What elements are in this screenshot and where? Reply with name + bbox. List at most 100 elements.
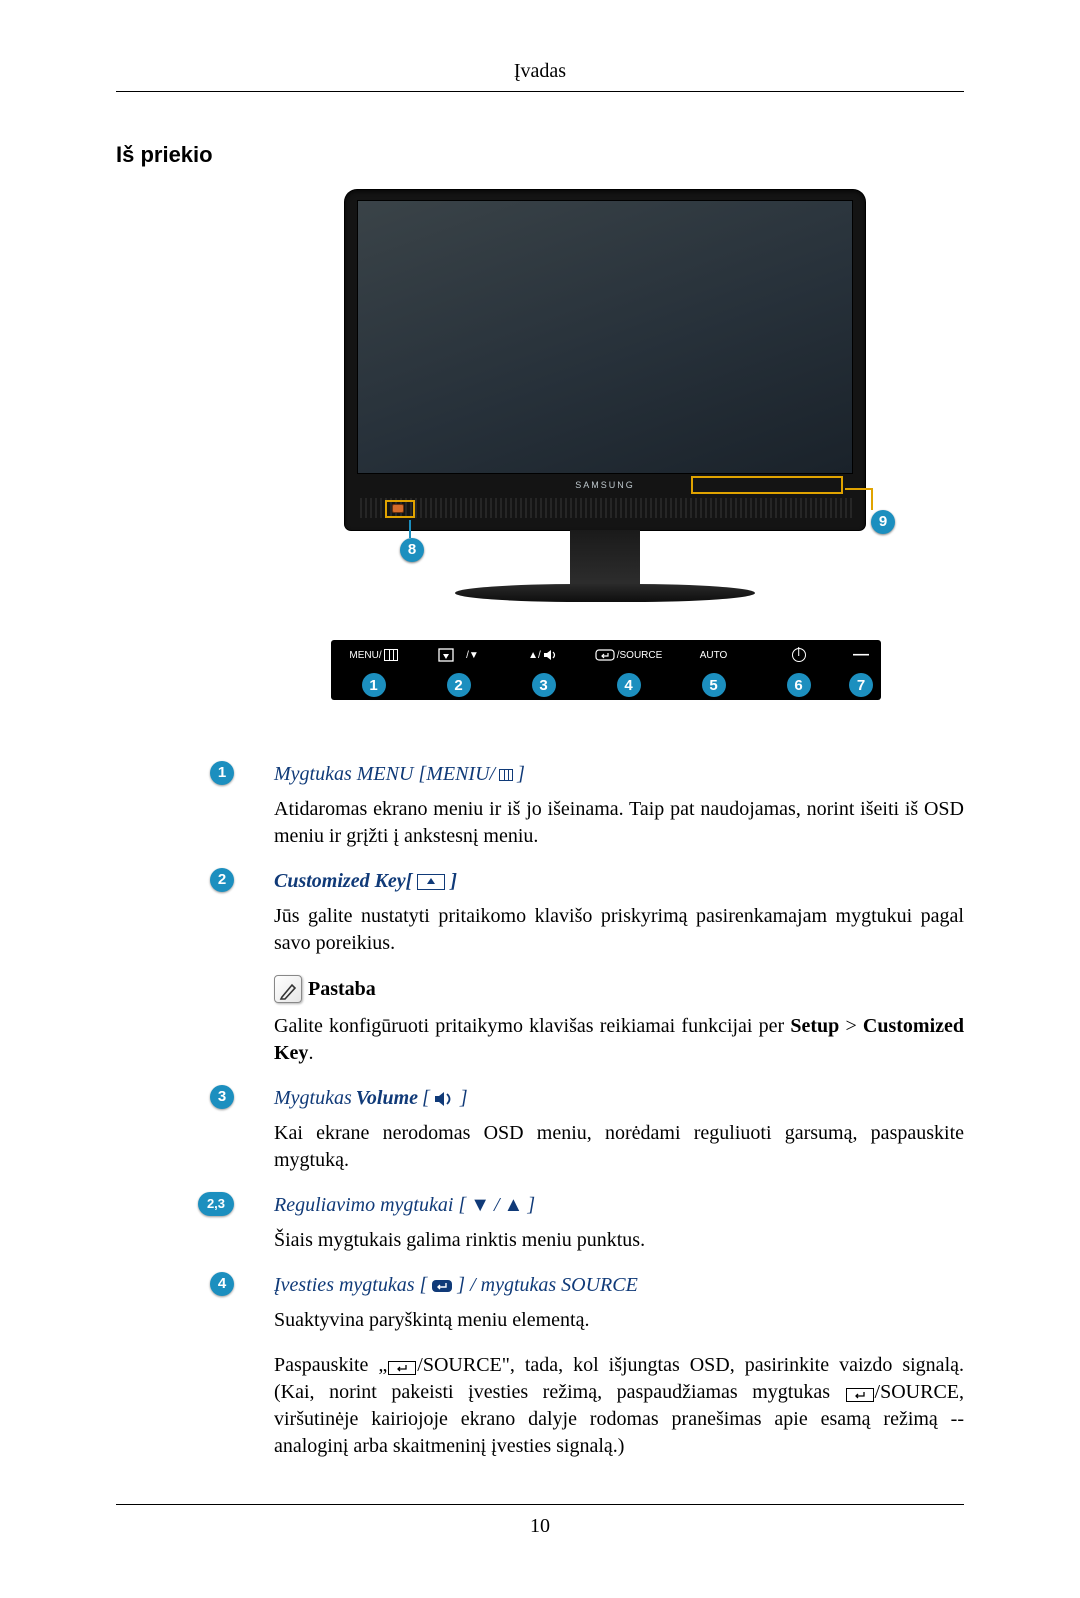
badge-7-text: 7 xyxy=(857,677,865,694)
monitor-screen xyxy=(357,200,853,474)
enter-key-icon xyxy=(846,1388,874,1402)
callout-9: 9 xyxy=(871,510,895,534)
note-body-post: . xyxy=(308,1042,313,1064)
custom-key-icon xyxy=(417,874,445,890)
item-23-body: Šiais mygtukais galima rinktis meniu pun… xyxy=(274,1227,964,1254)
item-4-title: Įvesties mygtukas [ ] / mygtukas SOURCE xyxy=(274,1272,964,1299)
enter-icon xyxy=(595,649,615,661)
legend-cell-7: — xyxy=(841,646,881,664)
item-3-title: Mygtukas Volume [ ] xyxy=(274,1085,964,1112)
item-2-note-body: Galite konfigūruoti pritaikymo klavišas … xyxy=(274,1013,964,1067)
leader-8 xyxy=(409,520,411,538)
item-3-title-mid: [ xyxy=(422,1085,430,1112)
monitor-brand: SAMSUNG xyxy=(575,480,635,490)
item-4: 4 Įvesties mygtukas [ ] / mygtukas SOURC… xyxy=(246,1272,964,1460)
item-2-title: Customized Key[ ] xyxy=(274,868,964,895)
callout-8: 8 xyxy=(400,538,424,562)
item-2: 2 Customized Key[ ] Jūs galite nustatyti… xyxy=(246,868,964,1067)
volume-icon xyxy=(543,648,559,662)
item-4-num: 4 xyxy=(210,1272,234,1296)
note-body-mid: > xyxy=(839,1015,863,1037)
legend-cell-5: AUTO xyxy=(671,650,756,661)
highlight-9 xyxy=(691,476,843,494)
item-1-title-pre: Mygtukas MENU [MENIU/ xyxy=(274,761,495,788)
page: Įvadas Iš priekio SAMSUNG 8 9 xyxy=(0,0,1080,1598)
item-3-title-bold: Volume xyxy=(356,1085,418,1112)
badge-6: 6 xyxy=(787,673,811,697)
item-1-title: Mygtukas MENU [MENIU/ ] xyxy=(274,761,964,788)
item-3-title-pre: Mygtukas xyxy=(274,1085,352,1112)
item-1-title-post: ] xyxy=(517,761,525,788)
item-23-title-post: ] xyxy=(527,1192,535,1219)
badge-2: 2 xyxy=(447,673,471,697)
item-4-body2-pre: Paspauskite „ xyxy=(274,1354,387,1376)
menu-glyph-icon xyxy=(384,649,398,661)
item-2-title-pre: Customized Key[ xyxy=(274,868,412,895)
item-2-num: 2 xyxy=(210,868,234,892)
callout-9-text: 9 xyxy=(879,513,887,530)
item-2-body: Jūs galite nustatyti pritaikomo klavišo … xyxy=(274,903,964,957)
item-3-body: Kai ekrane nerodomas OSD meniu, norėdami… xyxy=(274,1120,964,1174)
badge-4-text: 4 xyxy=(624,677,632,694)
legend-cell-1: MENU/ xyxy=(331,649,416,661)
leader-9a xyxy=(845,488,871,490)
item-2-title-post: ] xyxy=(450,868,457,895)
note-icon xyxy=(274,975,302,1003)
note-body-pre: Galite konfigūruoti pritaikymo klavišas … xyxy=(274,1015,790,1037)
badge-3: 3 xyxy=(532,673,556,697)
legend-cell-3: ▲/ xyxy=(501,648,586,662)
legend-cell-6 xyxy=(756,648,841,662)
item-1: 1 Mygtukas MENU [MENIU/ ] Atidaromas ekr… xyxy=(246,761,964,850)
callout-8-text: 8 xyxy=(408,541,416,558)
item-23-title-pre: Reguliavimo mygtukai [ xyxy=(274,1192,466,1219)
volume-icon xyxy=(434,1090,456,1108)
badge-7: 7 xyxy=(849,673,873,697)
item-23-title: Reguliavimo mygtukai [ ▼ / ▲ ] xyxy=(274,1192,964,1219)
monitor-grille xyxy=(357,498,853,518)
item-3-title-post: ] xyxy=(460,1085,468,1112)
item-23-num: 2,3 xyxy=(198,1192,234,1216)
item-4-body: Suaktyvina paryškintą meniu elementą. xyxy=(274,1307,964,1334)
badge-2-text: 2 xyxy=(454,677,462,694)
monitor-figure: SAMSUNG 8 9 MENU/ xyxy=(116,190,964,715)
menu-glyph-icon xyxy=(499,769,513,781)
badge-5: 5 xyxy=(702,673,726,697)
button-legend-strip: MENU/ /▼ ▲/ xyxy=(331,640,881,700)
badge-5-text: 5 xyxy=(709,677,717,694)
badge-1: 1 xyxy=(362,673,386,697)
enter-icon xyxy=(431,1279,453,1293)
monitor-neck xyxy=(570,530,640,588)
descriptions: 1 Mygtukas MENU [MENIU/ ] Atidaromas ekr… xyxy=(246,761,964,1460)
item-23: 2,3 Reguliavimo mygtukai [ ▼ / ▲ ] Šiais… xyxy=(246,1192,964,1254)
item-4-body2: Paspauskite „/SOURCE", tada, kol išjungt… xyxy=(274,1352,964,1460)
page-header: Įvadas xyxy=(116,60,964,92)
note-label: Pastaba xyxy=(308,976,376,1003)
legend-cell-4: /SOURCE xyxy=(586,649,671,661)
legend-label-4: /SOURCE xyxy=(617,650,663,661)
enter-key-icon xyxy=(388,1361,416,1375)
item-1-body: Atidaromas ekrano meniu ir iš jo išeinam… xyxy=(274,796,964,850)
monitor-base xyxy=(455,584,755,602)
item-4-title-pre: Įvesties mygtukas [ xyxy=(274,1272,427,1299)
legend-cell-2: /▼ xyxy=(416,648,501,662)
badge-4: 4 xyxy=(617,673,641,697)
up-arrow-icon: ▲ xyxy=(504,1192,524,1219)
page-number: 10 xyxy=(530,1515,550,1537)
down-arrow-icon: ▼ xyxy=(470,1192,490,1219)
badge-3-text: 3 xyxy=(539,677,547,694)
item-4-title-post: ] / mygtukas SOURCE xyxy=(457,1272,638,1299)
legend-label-1: MENU/ xyxy=(349,650,381,661)
note-row: Pastaba xyxy=(274,975,964,1003)
note-body-bold1: Setup xyxy=(790,1015,839,1037)
section-title: Iš priekio xyxy=(116,142,964,168)
page-footer: 10 xyxy=(116,1504,964,1538)
highlight-8 xyxy=(385,500,415,518)
item-3: 3 Mygtukas Volume [ ] Kai ekrane nerodom… xyxy=(246,1085,964,1174)
badge-1-text: 1 xyxy=(369,677,377,694)
badge-6-text: 6 xyxy=(794,677,802,694)
custom-key-icon xyxy=(438,648,464,662)
item-1-num: 1 xyxy=(210,761,234,785)
item-3-num: 3 xyxy=(210,1085,234,1109)
leader-9b xyxy=(871,488,873,510)
power-icon xyxy=(792,648,806,662)
